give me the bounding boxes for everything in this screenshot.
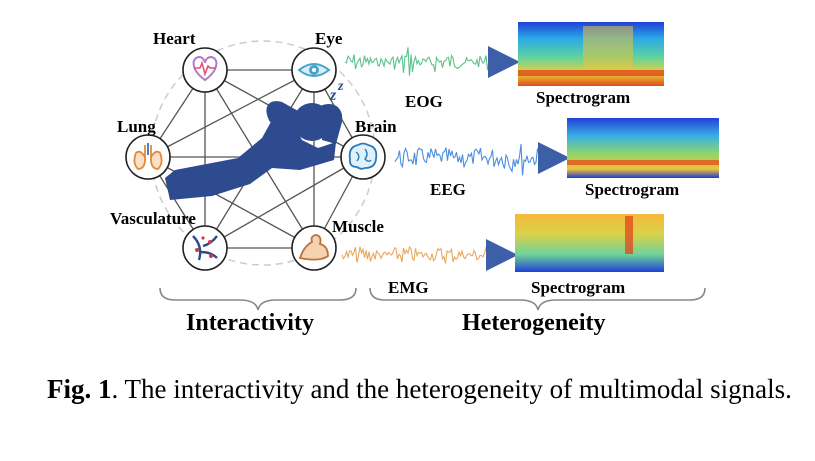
graph-edge xyxy=(147,69,315,158)
organ-label-heart: Heart xyxy=(153,29,196,48)
organ-node-circle xyxy=(182,47,228,93)
caption-figure-number: Fig. 1 xyxy=(47,374,112,404)
figure-caption: Fig. 1. The interactivity and the hetero… xyxy=(47,372,807,406)
organ-label-muscle: Muscle xyxy=(332,217,384,236)
signal-label-eog: EOG xyxy=(405,92,443,111)
signal-label-eeg: EEG xyxy=(430,180,466,199)
brain-icon xyxy=(348,142,378,170)
caption-text: . The interactivity and the heterogeneit… xyxy=(111,374,792,404)
organ-node-eye xyxy=(291,47,337,93)
emg-waveform xyxy=(341,245,488,264)
svg-text:z: z xyxy=(329,87,337,104)
organ-node-circle xyxy=(125,134,171,180)
lung-icon xyxy=(133,143,163,170)
organ-node-circle xyxy=(182,225,228,271)
spectrogram-label-emg: Spectrogram xyxy=(531,278,625,297)
signal-label-emg: EMG xyxy=(388,278,429,297)
person-silhouette-icon: z z xyxy=(165,79,344,200)
section-label-heterogeneity: Heterogeneity xyxy=(462,310,606,336)
graph-edge xyxy=(204,156,364,249)
organ-label-lung: Lung xyxy=(117,117,156,136)
organ-label-vasculature: Vasculature xyxy=(110,209,196,228)
organ-label-brain: Brain xyxy=(355,117,397,136)
eeg-spectrogram xyxy=(567,118,719,178)
spectrogram-label-eog: Spectrogram xyxy=(536,88,630,107)
section-label-interactivity: Interactivity xyxy=(186,310,314,336)
organ-node-vasculature xyxy=(182,225,228,271)
organ-node-heart xyxy=(182,47,228,93)
eye-icon xyxy=(297,63,331,77)
interactivity-brace xyxy=(159,287,357,311)
vasculature-icon xyxy=(192,235,218,261)
heart-icon xyxy=(192,55,218,82)
spectrogram-label-eeg: Spectrogram xyxy=(585,180,679,199)
organ-node-lung xyxy=(125,134,171,180)
svg-text:z: z xyxy=(337,79,344,94)
emg-spectrogram xyxy=(515,214,664,272)
organ-node-brain xyxy=(340,134,386,180)
muscle-icon xyxy=(298,234,329,261)
organ-node-muscle xyxy=(291,225,337,271)
organ-label-eye: Eye xyxy=(315,29,343,48)
eog-spectrogram xyxy=(518,22,664,86)
eog-waveform xyxy=(344,47,490,76)
eeg-waveform xyxy=(394,144,540,176)
heterogeneity-brace xyxy=(369,287,706,311)
